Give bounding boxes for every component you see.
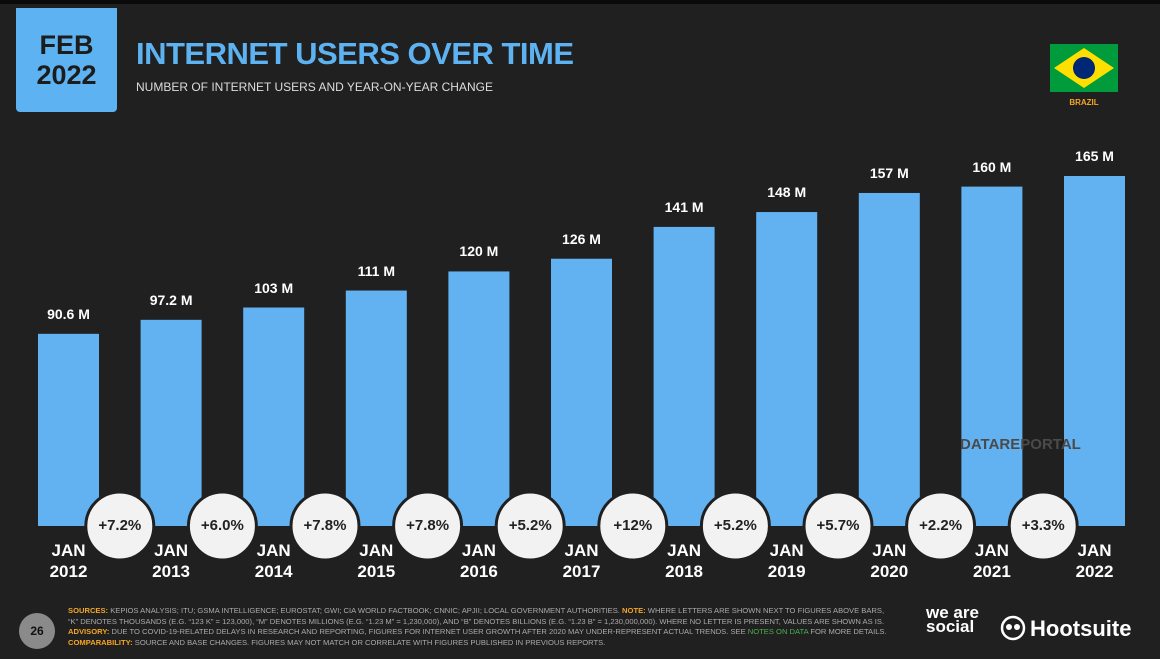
x-tick-label: JAN 2019 — [767, 541, 806, 581]
x-tick-label: JAN 2015 — [357, 541, 396, 581]
value-label: 97.2 M — [149, 291, 193, 308]
change-badge — [494, 490, 566, 562]
bar — [858, 192, 920, 526]
logo: Hootsuite — [1030, 616, 1132, 641]
change-badge — [699, 490, 771, 562]
change-badge — [802, 490, 874, 562]
value-label: 103 M — [254, 279, 294, 296]
bar — [345, 290, 407, 526]
logo: we are social — [926, 603, 979, 636]
change-badges — [84, 490, 1079, 562]
bar — [653, 226, 715, 526]
footnote-link[interactable]: NOTES ON DATA — [747, 627, 809, 636]
bar — [243, 307, 305, 526]
change-label: +7.8% — [303, 517, 347, 534]
change-badge — [1007, 490, 1079, 562]
value-label: 160 M — [972, 158, 1012, 175]
footnote-key: ADVISORY: — [68, 627, 110, 636]
value-label: 126 M — [562, 230, 601, 247]
bar — [961, 186, 1023, 526]
x-tick-label: JAN 2014 — [254, 541, 293, 581]
footnote: SOURCES: KEPIOS ANALYSIS; ITU; GSMA INTE… — [68, 606, 888, 648]
change-label: +5.7% — [816, 517, 860, 534]
change-badge — [289, 490, 361, 562]
value-label: 148 M — [767, 184, 807, 201]
change-badge — [84, 490, 156, 562]
value-label: 141 M — [664, 198, 704, 215]
value-label: 111 M — [357, 262, 395, 279]
x-tick-label: JAN 2020 — [870, 541, 909, 581]
subtitle: NUMBER OF INTERNET USERS AND YEAR-ON-YEA… — [136, 80, 493, 94]
value-label: 165 M — [1075, 148, 1114, 164]
change-label: +12% — [613, 517, 653, 534]
footnote-key: COMPARABILITY: — [68, 637, 133, 647]
footnote-key: NOTE: — [622, 606, 646, 615]
footnote-text: WHERE LETTERS ARE SHOWN NEXT TO FIGURES … — [68, 606, 885, 626]
change-label: +7.8% — [406, 517, 450, 534]
change-label: +7.2% — [98, 517, 142, 534]
footnote-text: SOURCE AND BASE CHANGES. FIGURES MAY NOT… — [132, 637, 606, 647]
x-tick-label: JAN 2017 — [562, 541, 601, 581]
date: FEB 2022 — [36, 30, 97, 90]
value-label: 157 M — [869, 164, 909, 181]
value-label: 120 M — [459, 243, 499, 260]
bar — [140, 319, 202, 526]
page-number: 26 — [19, 613, 55, 649]
x-tick-label: JAN 2016 — [459, 541, 498, 581]
change-label: +3.3% — [1021, 517, 1065, 534]
bar — [448, 271, 510, 526]
change-badge — [392, 490, 464, 562]
x-tick-label: JAN 2022 — [1075, 541, 1114, 581]
x-tick-label: JAN 2013 — [152, 541, 190, 581]
owl-icon — [1000, 615, 1026, 641]
country: BRAZIL — [1069, 98, 1099, 107]
footnote-text: KEPIOS ANALYSIS; ITU; GSMA INTELLIGENCE;… — [108, 606, 623, 615]
watermark: DATAREPORTAL — [960, 436, 1081, 453]
bar — [551, 258, 612, 526]
footnote-text: DUE TO COVID-19-RELATED DELAYS IN RESEAR… — [109, 627, 748, 636]
chart — [38, 44, 1125, 641]
value-label: 90.6 M — [47, 305, 90, 322]
change-label: +2.2% — [919, 517, 963, 534]
x-tick-label: JAN 2021 — [972, 541, 1011, 581]
bar — [756, 212, 818, 526]
change-badge — [186, 490, 258, 562]
change-badge — [597, 490, 669, 562]
change-label: +5.2% — [508, 517, 552, 534]
bar — [38, 333, 99, 526]
change-label: +5.2% — [713, 517, 757, 534]
flag — [1050, 44, 1118, 92]
x-tick-label: JAN 2012 — [49, 541, 88, 581]
x-tick-label: JAN 2018 — [665, 541, 703, 581]
change-badge — [905, 490, 977, 562]
bar — [1064, 176, 1125, 526]
date-badge: FEB 2022 — [16, 8, 117, 112]
footnote-text: FOR MORE DETAILS. — [808, 627, 887, 636]
footnote-key: SOURCES: — [68, 606, 109, 615]
change-label: +6.0% — [200, 517, 244, 534]
title: INTERNET USERS OVER TIME — [136, 36, 574, 71]
